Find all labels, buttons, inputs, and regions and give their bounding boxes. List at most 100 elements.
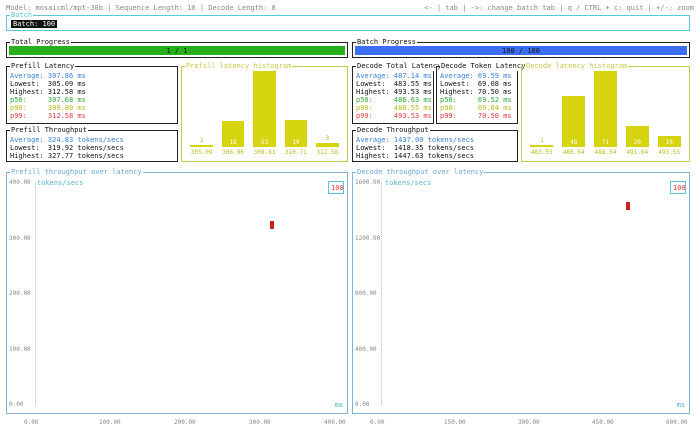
prefill-latency-p50: p50: 307.68 ms — [10, 96, 86, 104]
prefill-hist-bar-2 — [253, 71, 276, 147]
prefill-hist-category-2: 308.83 — [253, 149, 276, 156]
prefill-scatter-y-axis — [35, 183, 36, 405]
decode-total-latency-p99: p99: 493.53 ms — [356, 112, 432, 120]
prefill-hist-bar-value-0: 1 — [199, 137, 204, 144]
prefill-scatter-xtick-0: 0.00 — [24, 419, 39, 426]
model-info: Model: mosaicml/mpt-30b | Sequence Lengt… — [6, 4, 276, 12]
prefill-scatter-xtick-1: 100.00 — [99, 419, 121, 426]
decode-hist-bar-value-1: 48 — [570, 139, 578, 146]
prefill-latency-average: Average: 307.86 ms — [10, 72, 86, 80]
prefill-scatter-ytick-1: 100.00 — [9, 345, 31, 353]
prefill-scatter-xlabel: ms — [334, 401, 343, 409]
prefill-scatter-xtick-4: 400.00 — [324, 419, 346, 426]
decode-hist-category-4: 493.53 — [658, 149, 680, 156]
prefill-throughput-average: Average: 324.83 tokens/secs — [10, 136, 124, 144]
decode-token-latency-title: Decode Token Latency — [440, 62, 527, 71]
decode-hist-bar-2 — [594, 71, 617, 147]
decode-throughput-panel: Decode Throughput Average: 1437.00 token… — [352, 126, 518, 162]
batch-tab-selected[interactable]: Batch: 100 — [11, 20, 58, 28]
decode-total-latency-title: Decode Total Latency — [356, 62, 443, 71]
decode-token-latency-average: Average: 69.59 ms — [440, 72, 512, 80]
decode-total-latency-p50: p50: 486.63 ms — [356, 96, 432, 104]
prefill-throughput-title: Prefill Throughput — [10, 126, 88, 135]
prefill-hist-bar-1 — [221, 121, 245, 147]
prefill-scatter-title: Prefill throughput over latency — [10, 168, 143, 177]
keyboard-shortcuts: <- | tab | ->: change batch tab | q / CT… — [424, 4, 694, 12]
decode-total-latency-panel: Decode Total Latency Average: 487.14 ms … — [352, 62, 443, 124]
prefill-throughput-lowest: Lowest: 319.92 tokens/secs — [10, 144, 124, 152]
decode-throughput-average: Average: 1437.00 tokens/secs — [356, 136, 475, 144]
prefill-latency-lowest: Lowest: 305.09 ms — [10, 80, 86, 88]
prefill-latency-highest: Highest: 312.58 ms — [10, 88, 86, 96]
decode-scatter-xticks: 0.00 150.00 300.00 450.00 600.00 — [352, 417, 690, 427]
prefill-scatter-legend: 100 — [328, 181, 344, 194]
decode-scatter-ytick-4: 1600.00 — [355, 179, 381, 186]
decode-token-latency-p99: p99: 70.50 ms — [440, 112, 512, 120]
decode-scatter-ytick-2: 800.00 — [355, 290, 377, 297]
prefill-hist-category-3: 310.71 — [285, 149, 307, 156]
prefill-scatter-ylabel: tokens/secs — [37, 179, 84, 187]
prefill-scatter-ytick-3: 300.00 — [9, 234, 31, 242]
prefill-scatter-ytick-0: 0.00 — [9, 401, 24, 408]
decode-scatter-point-0 — [625, 201, 630, 210]
prefill-latency-title: Prefill Latency — [10, 62, 76, 71]
prefill-throughput-panel: Prefill Throughput Average: 324.83 token… — [6, 126, 178, 162]
total-progress-label: 1 / 1 — [166, 47, 188, 55]
decode-scatter-xtick-2: 300.00 — [518, 419, 540, 426]
decode-scatter-title: Decode throughput over latency — [356, 168, 485, 177]
decode-scatter-xtick-1: 150.00 — [444, 419, 466, 426]
decode-throughput-scatter: Decode throughput over latency tokens/se… — [352, 168, 690, 414]
total-progress-title: Total Progress — [10, 38, 72, 47]
decode-hist-category-0: 483.55 — [531, 149, 553, 156]
decode-scatter-xtick-4: 600.00 — [666, 419, 688, 426]
decode-total-latency-average: Average: 487.14 ms — [356, 72, 432, 80]
decode-token-latency-highest: Highest: 70.50 ms — [440, 88, 512, 96]
prefill-hist-bar-value-4: 3 — [325, 134, 330, 142]
decode-throughput-highest: Highest: 1447.63 tokens/secs — [356, 152, 475, 160]
batch-progress-title: Batch Progress — [356, 38, 418, 47]
decode-hist-bar-1 — [562, 95, 586, 147]
prefill-scatter-xticks: 0.00 100.00 200.00 300.00 400.00 — [6, 417, 348, 427]
prefill-latency-p90: p90: 309.80 ms — [10, 104, 86, 112]
decode-hist-bar-value-4: 10 — [665, 139, 673, 146]
prefill-latency-histogram: Prefill latency histogram 1 305.09 18 306.9… — [181, 62, 348, 162]
batch-tabs: Batch Batch: 100 — [6, 11, 690, 31]
prefill-throughput-highest: Highest: 327.77 tokens/secs — [10, 152, 124, 160]
prefill-scatter-ytick-4: 400.00 — [9, 179, 31, 186]
decode-hist-bar-value-0: 1 — [540, 137, 544, 144]
decode-hist-bar-3 — [625, 125, 649, 147]
decode-hist-bar-4 — [657, 136, 681, 147]
prefill-hist-category-0: 305.09 — [190, 149, 213, 156]
prefill-hist-bar-0 — [190, 145, 213, 147]
batch-tabs-title: Batch — [10, 11, 34, 20]
prefill-hist-category-1: 306.96 — [222, 149, 244, 156]
batch-progress-label: 100 / 100 — [502, 47, 540, 55]
decode-scatter-y-axis — [381, 183, 382, 405]
decode-histogram-title: Decode latency histogram — [525, 62, 629, 71]
batch-progress-bar — [355, 46, 687, 55]
prefill-hist-bar-value-3: 19 — [292, 139, 300, 146]
prefill-latency-panel: Prefill Latency Average: 307.86 ms Lowes… — [6, 62, 178, 124]
batch-progress-panel: Batch Progress 100 / 100 — [352, 38, 690, 58]
decode-token-latency-p90: p90: 69.84 ms — [440, 104, 512, 112]
decode-hist-bar-0 — [530, 145, 554, 147]
decode-total-latency-p90: p90: 488.55 ms — [356, 104, 432, 112]
total-progress-bar — [9, 46, 345, 55]
prefill-scatter-xtick-2: 200.00 — [174, 419, 196, 426]
decode-scatter-legend: 100 — [670, 181, 686, 194]
prefill-hist-category-4: 312.58 — [316, 149, 339, 156]
prefill-hist-bar-value-1: 18 — [229, 139, 237, 146]
decode-total-latency-lowest: Lowest: 483.55 ms — [356, 80, 432, 88]
prefill-legend-label: 100 — [331, 184, 344, 192]
decode-scatter-xtick-0: 0.00 — [370, 419, 385, 426]
decode-hist-bar-value-3: 20 — [633, 139, 641, 146]
decode-throughput-lowest: Lowest: 1418.35 tokens/secs — [356, 144, 475, 152]
decode-hist-bar-value-2: 71 — [601, 139, 610, 146]
decode-hist-category-1: 486.04 — [562, 149, 585, 156]
prefill-scatter-point-0 — [270, 220, 275, 229]
decode-scatter-xtick-3: 450.00 — [592, 419, 614, 426]
prefill-throughput-scatter: Prefill throughput over latency tokens/s… — [6, 168, 348, 414]
prefill-hist-bar-3 — [284, 119, 308, 147]
prefill-hist-bar-value-2: 53 — [260, 139, 269, 146]
prefill-latency-p99: p99: 312.58 ms — [10, 112, 86, 120]
